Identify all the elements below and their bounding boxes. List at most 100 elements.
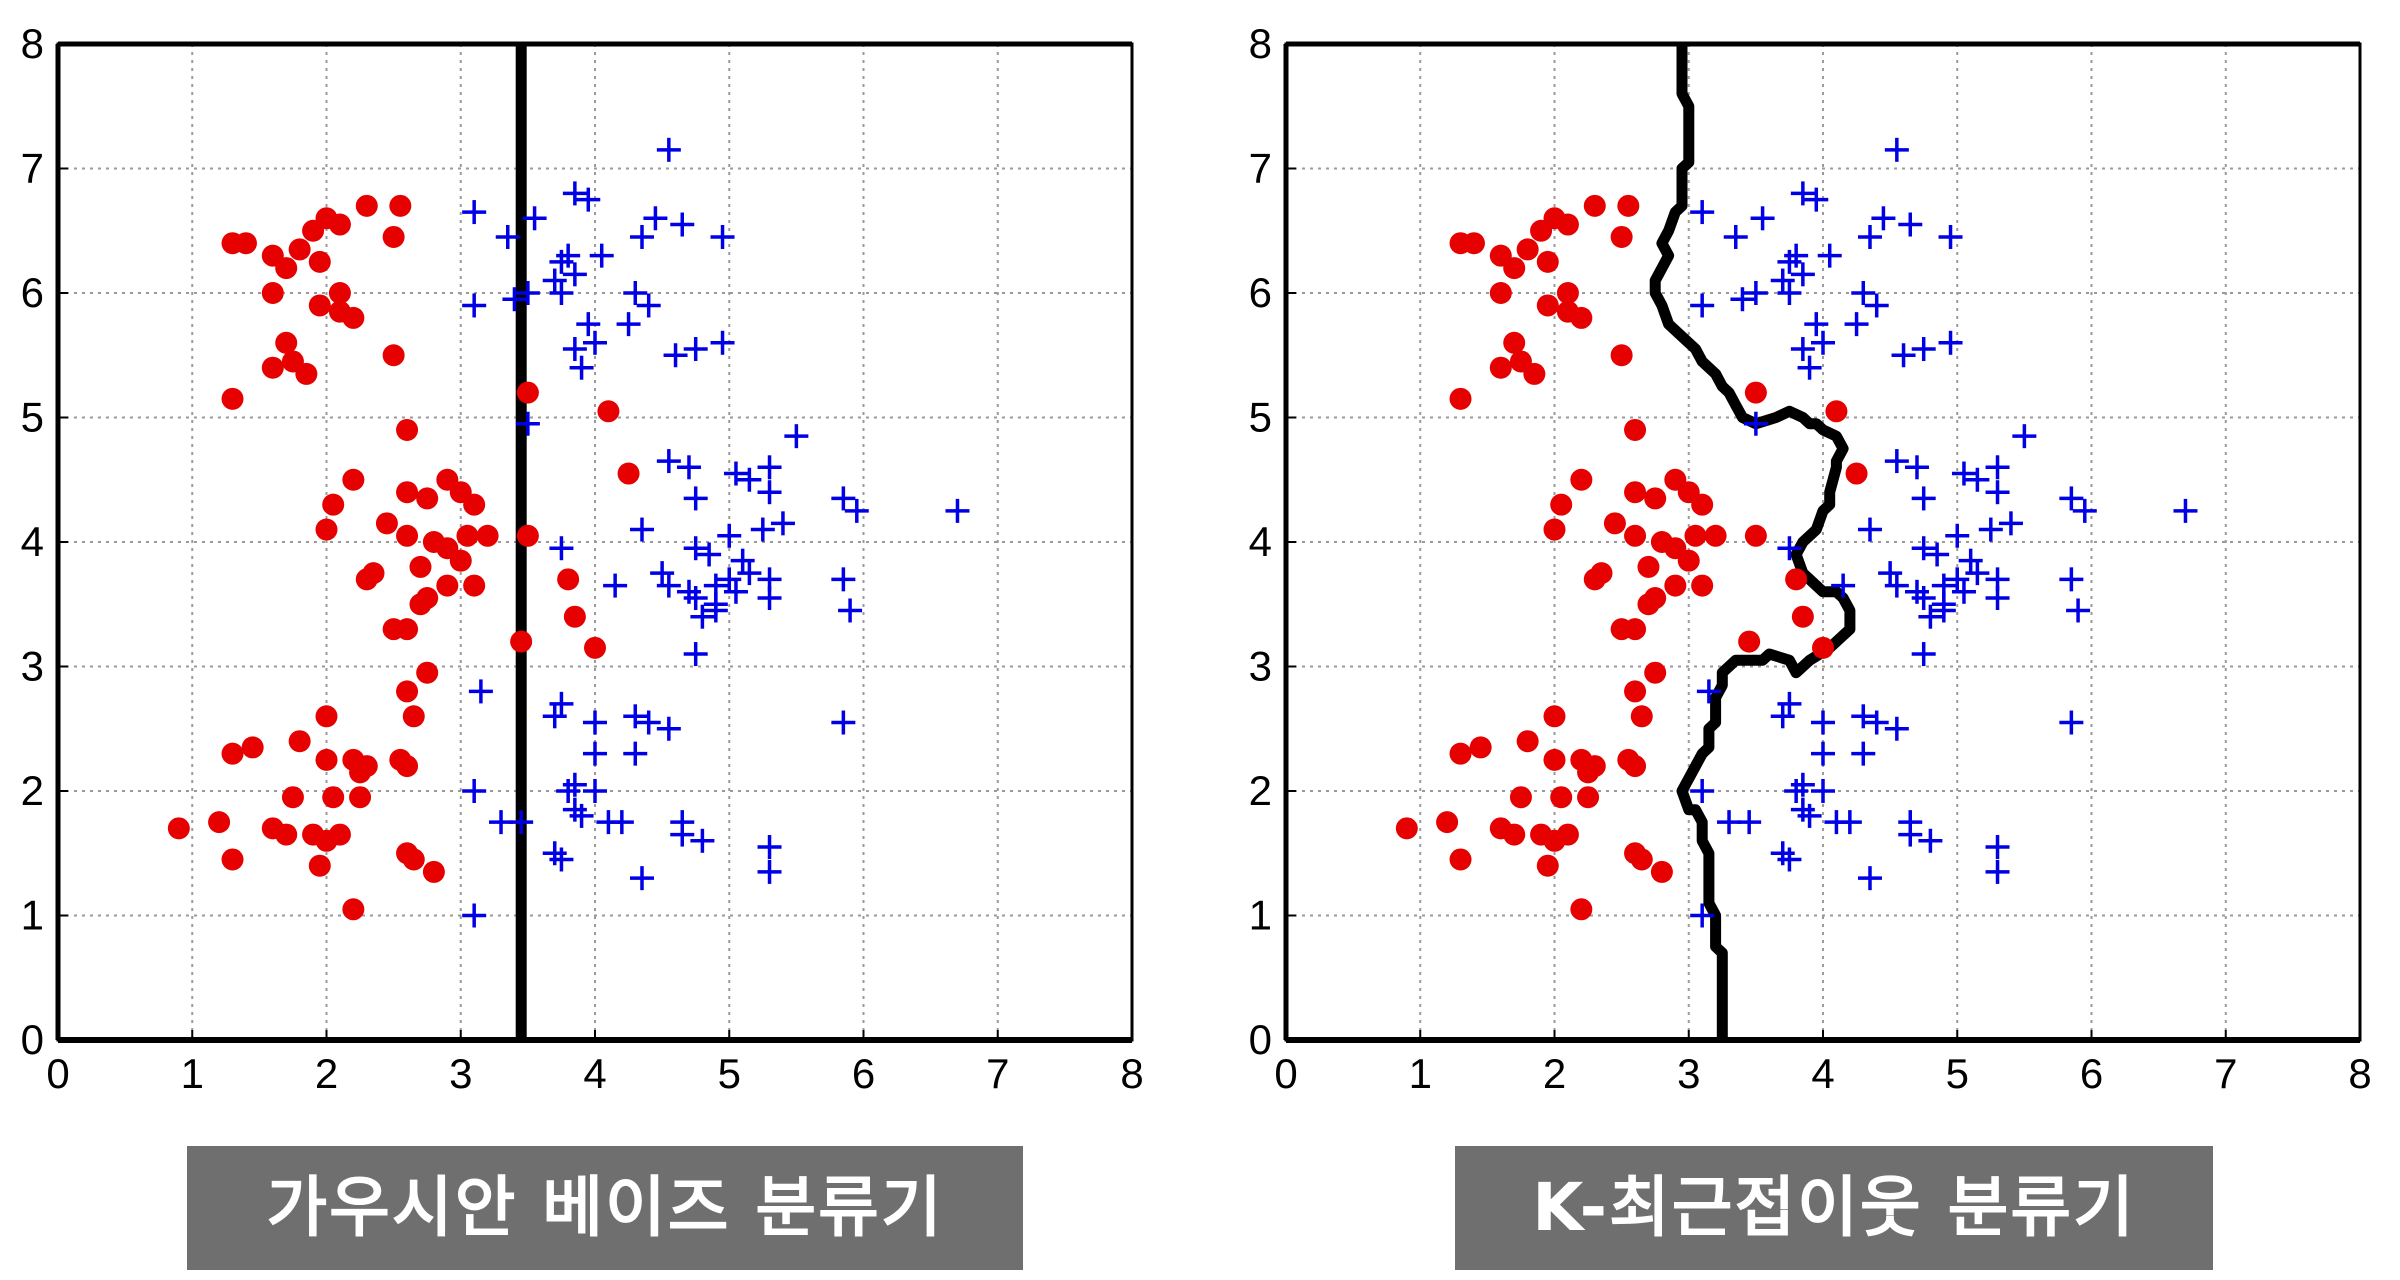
class-plus-point bbox=[1743, 411, 1768, 436]
class-plus-point bbox=[629, 866, 654, 891]
x-tick-label: 0 bbox=[1274, 1050, 1297, 1097]
class-plus-point bbox=[1857, 224, 1882, 249]
class-plus-point bbox=[770, 511, 795, 536]
class-plus-point bbox=[509, 810, 534, 835]
class-dot-point bbox=[422, 860, 445, 883]
class-dot-point bbox=[382, 225, 405, 248]
class-plus-point bbox=[1938, 224, 1963, 249]
class-dot-point bbox=[1644, 487, 1667, 510]
class-plus-point bbox=[757, 480, 782, 505]
class-dot-point bbox=[1630, 848, 1653, 871]
class-dot-point bbox=[1550, 786, 1573, 809]
class-plus-point bbox=[462, 779, 487, 803]
class-plus-point bbox=[576, 312, 601, 337]
class-plus-point bbox=[636, 710, 661, 735]
x-tick-label: 5 bbox=[1946, 1050, 1969, 1097]
x-tick-label: 1 bbox=[181, 1050, 204, 1097]
y-tick-label: 5 bbox=[1249, 394, 1272, 441]
class-dot-point bbox=[221, 742, 244, 765]
class-plus-point bbox=[737, 561, 762, 586]
class-dot-point bbox=[557, 568, 580, 591]
class-dot-point bbox=[563, 605, 586, 628]
class-dot-point bbox=[1489, 282, 1512, 304]
points-layer bbox=[1395, 137, 2198, 928]
class-plus-point bbox=[945, 498, 970, 523]
class-plus-point bbox=[1811, 741, 1835, 766]
y-tick-label: 3 bbox=[21, 643, 44, 690]
class-plus-point bbox=[569, 355, 594, 380]
class-plus-point bbox=[1904, 455, 1929, 480]
class-plus-point bbox=[515, 281, 540, 305]
y-tick-label: 4 bbox=[21, 518, 44, 565]
class-dot-point bbox=[315, 748, 338, 771]
class-dot-point bbox=[1436, 811, 1459, 834]
class-dot-point bbox=[396, 524, 419, 547]
class-dot-point bbox=[1812, 636, 1834, 659]
class-dot-point bbox=[261, 282, 284, 304]
class-dot-point bbox=[328, 213, 351, 236]
class-plus-point bbox=[710, 224, 735, 249]
class-dot-point bbox=[1536, 294, 1559, 317]
class-plus-point bbox=[549, 249, 574, 274]
class-plus-point bbox=[831, 567, 856, 592]
class-plus-point bbox=[697, 542, 722, 567]
class-dot-point bbox=[463, 493, 486, 516]
class-plus-point bbox=[1898, 822, 1923, 847]
class-plus-point bbox=[1891, 343, 1916, 368]
class-dot-point bbox=[1630, 705, 1653, 728]
class-dot-point bbox=[315, 705, 338, 728]
class-dot-point bbox=[1556, 823, 1579, 846]
class-plus-point bbox=[629, 224, 654, 249]
class-dot-point bbox=[402, 848, 425, 871]
class-plus-point bbox=[1965, 467, 1990, 492]
class-dot-point bbox=[409, 593, 432, 616]
class-plus-point bbox=[1817, 243, 1842, 268]
class-plus-point bbox=[757, 586, 782, 611]
class-dot-point bbox=[315, 518, 338, 541]
x-tick-label: 7 bbox=[2214, 1050, 2237, 1097]
class-plus-point bbox=[1851, 741, 1876, 766]
class-plus-point bbox=[562, 772, 587, 797]
class-dot-point bbox=[416, 661, 439, 684]
class-plus-point bbox=[636, 293, 661, 318]
class-plus-point bbox=[2059, 710, 2084, 735]
class-plus-point bbox=[1985, 480, 2010, 505]
y-tick-label: 6 bbox=[1249, 269, 1272, 316]
class-dot-point bbox=[1516, 730, 1539, 753]
class-plus-point bbox=[1743, 281, 1768, 305]
class-dot-point bbox=[1677, 549, 1700, 572]
class-plus-point bbox=[1857, 866, 1882, 891]
class-dot-point bbox=[1503, 257, 1526, 280]
class-plus-point bbox=[1777, 847, 1802, 872]
class-plus-point bbox=[589, 243, 614, 268]
class-plus-point bbox=[1938, 330, 1963, 355]
class-plus-point bbox=[1911, 586, 1936, 611]
class-plus-point bbox=[549, 847, 574, 872]
class-dot-point bbox=[275, 823, 298, 846]
class-dot-point bbox=[1744, 381, 1767, 404]
class-plus-point bbox=[1884, 449, 1909, 474]
class-plus-point bbox=[757, 455, 782, 480]
class-dot-point bbox=[1624, 481, 1647, 504]
class-plus-point bbox=[1864, 710, 1889, 735]
class-plus-point bbox=[462, 293, 487, 318]
class-plus-point bbox=[683, 337, 708, 362]
class-dot-point bbox=[1449, 387, 1472, 410]
grid bbox=[1286, 44, 2360, 1040]
class-plus-point bbox=[670, 212, 695, 237]
y-tick-label: 7 bbox=[21, 145, 44, 192]
class-plus-point bbox=[703, 598, 728, 623]
class-plus-point bbox=[683, 642, 708, 667]
class-plus-point bbox=[1911, 337, 1936, 362]
class-dot-point bbox=[389, 194, 412, 217]
class-dot-point bbox=[342, 306, 365, 329]
class-dot-point bbox=[288, 730, 311, 753]
class-plus-point bbox=[838, 598, 863, 623]
class-dot-point bbox=[1583, 568, 1606, 591]
x-tick-label: 2 bbox=[1543, 1050, 1566, 1097]
class-plus-point bbox=[468, 679, 493, 704]
class-plus-point bbox=[1985, 859, 2010, 884]
class-dot-point bbox=[1583, 194, 1606, 217]
class-dot-point bbox=[1462, 232, 1485, 255]
class-plus-point bbox=[489, 810, 514, 835]
